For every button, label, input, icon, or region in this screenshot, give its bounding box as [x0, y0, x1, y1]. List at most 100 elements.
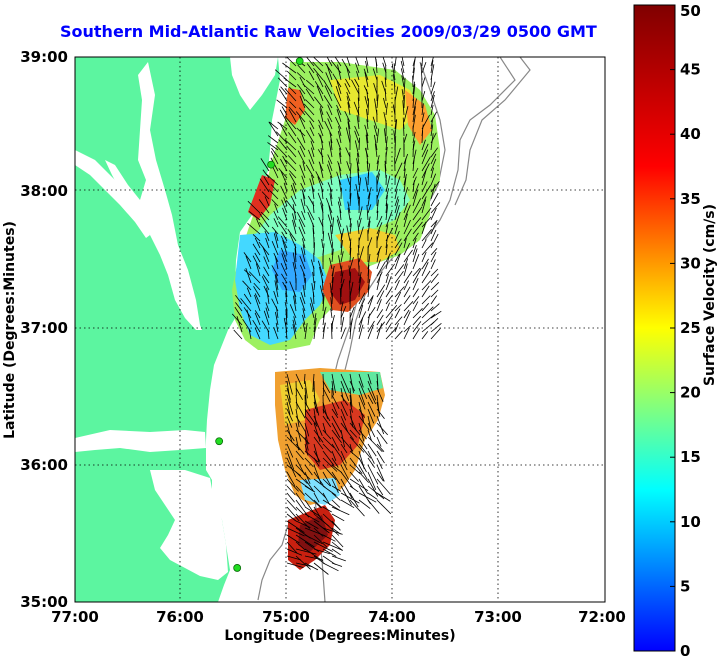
velocity-vector [296, 137, 306, 151]
velocity-vector [412, 106, 416, 123]
velocity-vector [280, 170, 288, 186]
velocity-vector [322, 562, 339, 572]
velocity-vector [246, 309, 252, 326]
velocity-vector [331, 485, 342, 492]
velocity-vector [322, 387, 331, 402]
velocity-vector [325, 72, 333, 88]
velocity-vector [269, 190, 279, 200]
velocity-vector [421, 196, 427, 207]
velocity-vector [349, 380, 355, 392]
velocity-vector [376, 215, 383, 228]
velocity-vector [336, 171, 342, 186]
velocity-vector [349, 492, 359, 508]
velocity-vector [331, 276, 334, 291]
velocity-vector [288, 86, 297, 95]
velocity-vector [403, 94, 405, 109]
velocity-vector [259, 178, 270, 193]
velocity-vector [278, 167, 288, 179]
velocity-vector [403, 327, 410, 340]
plot-frame [74, 56, 606, 603]
velocity-vector [299, 255, 306, 270]
velocity-vector [286, 394, 294, 415]
velocity-vector [340, 373, 350, 394]
y-axis-label: Latitude (Degrees:Minutes) [2, 221, 18, 439]
velocity-vector [358, 422, 365, 442]
velocity-vector [295, 436, 300, 451]
velocity-vector [298, 226, 306, 242]
velocity-vector [286, 373, 293, 395]
velocity-vector [313, 394, 320, 416]
velocity-vector [345, 147, 351, 158]
velocity-vector [349, 471, 359, 482]
velocity-vector [331, 394, 340, 409]
velocity-vector [322, 408, 331, 422]
velocity-vector [421, 156, 431, 172]
velocity-vector [412, 98, 417, 116]
velocity-vector [421, 90, 426, 102]
velocity-vector [394, 199, 400, 214]
velocity-vector [384, 163, 387, 179]
velocity-vector [349, 401, 353, 413]
velocity-vector [254, 294, 261, 312]
velocity-vector [322, 294, 325, 312]
velocity-vector [430, 295, 438, 305]
velocity-vector [327, 104, 333, 116]
velocity-vector [356, 114, 360, 130]
velocity-vector [253, 286, 261, 298]
velocity-vector [385, 302, 390, 312]
velocity-vector [412, 244, 417, 256]
velocity-vector [421, 270, 431, 284]
velocity-vector [412, 321, 422, 333]
velocity-vector [281, 253, 288, 270]
velocity-vector [394, 322, 399, 333]
velocity-vector [295, 401, 306, 419]
velocity-vector [309, 120, 315, 130]
velocity-vector [376, 274, 381, 291]
velocity-vector [338, 126, 342, 137]
velocity-vector [308, 71, 315, 81]
velocity-vector [247, 200, 261, 214]
velocity-vector [330, 297, 333, 312]
velocity-vector [412, 57, 416, 67]
velocity-vector [293, 316, 297, 326]
velocity-vector [295, 541, 306, 551]
velocity-vector [313, 429, 324, 443]
velocity-vector [275, 306, 279, 319]
velocity-vector [283, 197, 288, 207]
velocity-vector [349, 485, 359, 493]
velocity-vector [376, 128, 380, 144]
velocity-vector [288, 106, 297, 116]
velocity-vector [295, 471, 308, 484]
velocity-vector [329, 257, 333, 270]
velocity-vector [286, 429, 295, 442]
velocity-vector [340, 305, 347, 319]
velocity-vector [305, 164, 315, 179]
radar-stations [215, 57, 304, 572]
velocity-vector [366, 108, 369, 123]
velocity-vector [403, 295, 411, 305]
velocity-vector [309, 178, 315, 193]
velocity-vector [401, 57, 405, 67]
velocity-vector [292, 261, 297, 277]
y-tick-label: 36:00 [20, 456, 68, 474]
velocity-vector [391, 63, 396, 81]
velocity-vector [275, 311, 279, 326]
velocity-vector [367, 485, 385, 500]
velocity-vector [349, 241, 352, 256]
velocity-vector [430, 158, 437, 172]
velocity-vector [330, 176, 333, 186]
velocity-vector [365, 61, 369, 74]
velocity-vector [331, 513, 345, 522]
velocity-vector [254, 252, 261, 263]
velocity-vector [308, 159, 315, 172]
velocity-vector [313, 492, 320, 503]
velocity-vector [304, 436, 309, 451]
velocity-vector [333, 93, 342, 109]
velocity-vector [263, 176, 270, 186]
velocity-vector [412, 328, 420, 340]
velocity-vector [421, 103, 424, 116]
velocity-vector [358, 137, 360, 151]
velocity-vector [430, 328, 441, 340]
velocity-vector [430, 229, 437, 242]
velocity-vector [298, 107, 306, 116]
